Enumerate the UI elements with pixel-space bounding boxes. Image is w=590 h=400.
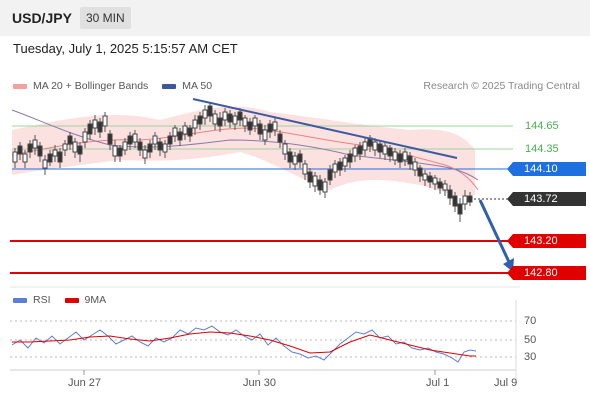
legend-9ma: 9MA (64, 294, 107, 306)
x-label-jul9: Jul 9 (494, 377, 518, 389)
rsi-ma-line (12, 331, 476, 357)
x-label-jun27: Jun 27 (68, 377, 102, 389)
rsi-line (11, 325, 477, 363)
trend-line (192, 98, 458, 159)
ma20-swatch-icon (13, 83, 27, 89)
support1-price-tag: 143.20 (507, 234, 586, 248)
ma50-swatch-icon (162, 83, 177, 89)
pivot-price-tag: 144.10 (507, 162, 586, 176)
resistance2-label: 144.65 (525, 120, 559, 132)
support2-label: 142.80 (524, 267, 558, 279)
timeframe-badge[interactable]: 30 MIN (80, 7, 131, 29)
candles (12, 102, 473, 222)
support1-label: 143.20 (524, 235, 558, 247)
rsi-swatch-icon (13, 297, 27, 303)
chart-header: USD/JPY 30 MIN (0, 0, 590, 36)
ma9-label: 9MA (84, 294, 107, 306)
ma50-label: MA 50 (182, 80, 213, 92)
x-label-jun30: Jun 30 (243, 377, 277, 389)
timestamp: Tuesday, July 1, 2025 5:15:57 AM CET (13, 41, 238, 56)
rsi-tick-50: 50 (524, 334, 537, 346)
legend-ma50: MA 50 (162, 80, 212, 92)
ma20-label: MA 20 + Bollinger Bands (33, 80, 149, 92)
research-credit: Research © 2025 Trading Central (423, 80, 580, 92)
rsi-tick-30: 30 (524, 351, 537, 363)
bollinger-band-fill (12, 106, 475, 197)
x-label-jul1: Jul 1 (426, 377, 450, 389)
support2-price-tag: 142.80 (507, 266, 586, 280)
last-label: 143.72 (524, 193, 558, 205)
rsi-label: RSI (33, 294, 51, 306)
rsi-panel (10, 320, 516, 363)
last-price-tag: 143.72 (507, 192, 586, 206)
forecast-arrow (478, 199, 511, 263)
symbol-label: USD/JPY (12, 10, 72, 26)
legend-ma20: MA 20 + Bollinger Bands (13, 80, 148, 92)
rsi-legend: RSI 9MA (13, 294, 120, 306)
ma50-line (11, 109, 479, 181)
legend-rsi: RSI (13, 294, 51, 306)
pivot-label: 144.10 (524, 163, 558, 175)
resistance1-label: 144.35 (525, 143, 559, 155)
rsi-tick-70: 70 (524, 315, 537, 327)
price-legend: MA 20 + Bollinger Bands MA 50 (13, 80, 226, 92)
ma9-swatch-icon (64, 297, 79, 303)
